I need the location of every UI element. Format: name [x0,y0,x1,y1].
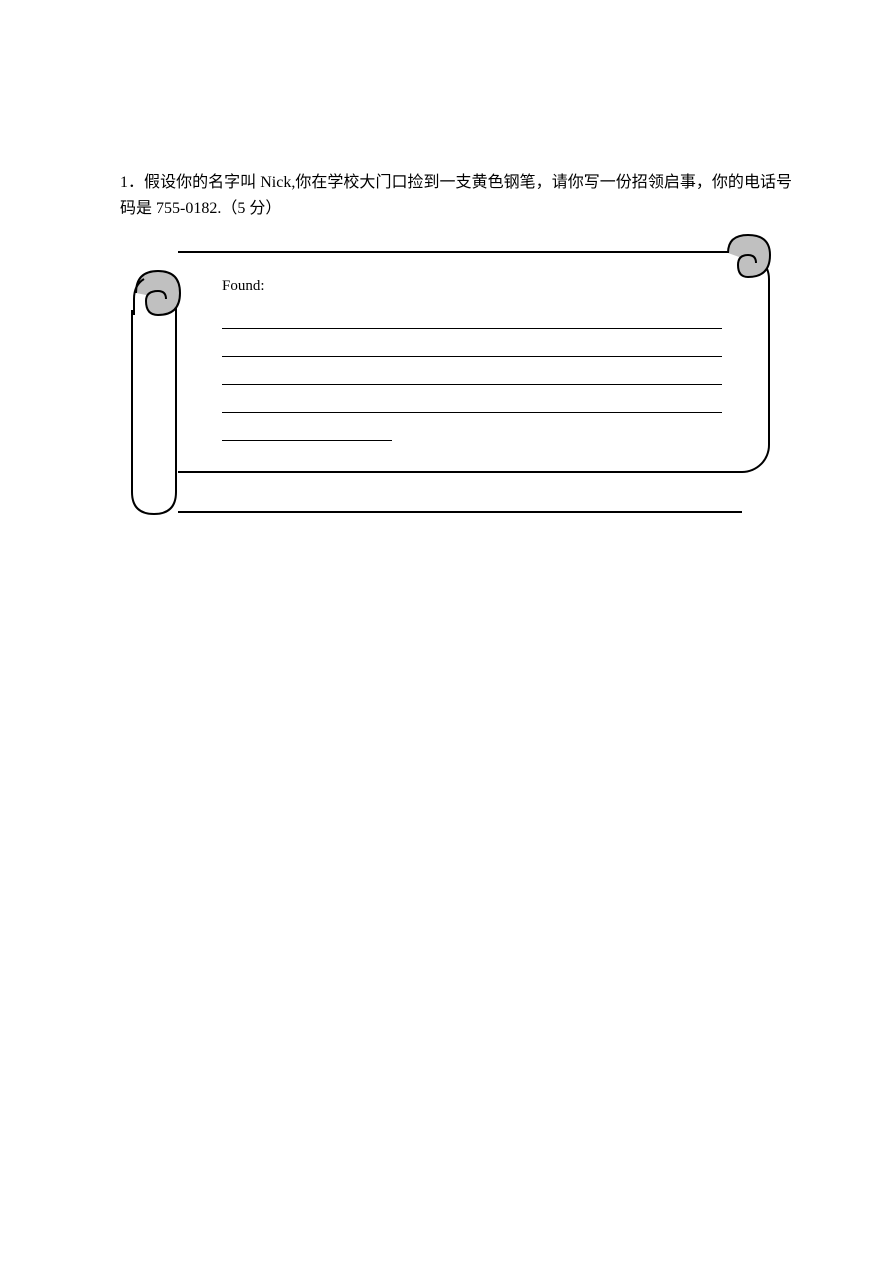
blank-line [222,301,722,329]
blank-line [222,385,722,413]
question-number: 1 [120,174,128,191]
blank-line-short [222,413,392,441]
content-area: Found: [222,278,740,441]
blank-line [222,329,722,357]
blank-line [222,357,722,385]
scroll-paper: Found: [130,233,770,513]
found-label: Found: [222,278,740,295]
scroll-curl-topright-icon [726,233,772,279]
scroll-curl-topleft-icon [130,265,186,321]
question-text: 1．假设你的名字叫 Nick,你在学校大门口捡到一支黄色钢笔，请你写一份招领启事… [120,170,792,221]
scroll-bottom-edge [178,511,742,513]
question-body: ．假设你的名字叫 Nick,你在学校大门口捡到一支黄色钢笔，请你写一份招领启事，… [120,174,792,217]
